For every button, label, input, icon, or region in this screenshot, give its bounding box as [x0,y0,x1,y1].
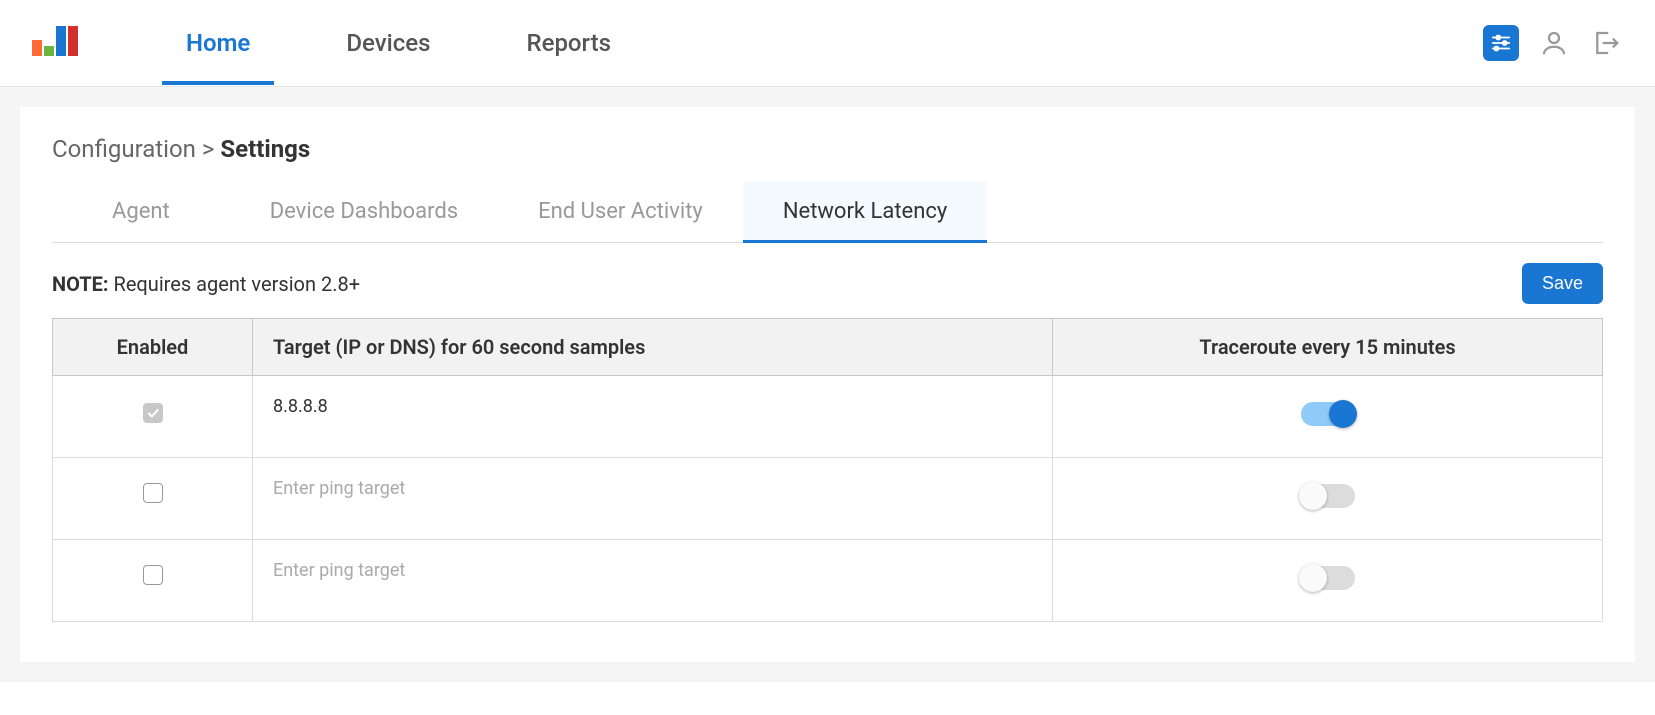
cell-target [253,540,1053,622]
save-button[interactable]: Save [1522,263,1603,304]
tab-device-dashboards[interactable]: Device Dashboards [230,181,498,242]
breadcrumb-current: Settings [220,135,310,163]
note-text: NOTE: Requires agent version 2.8+ [52,272,360,296]
enabled-checkbox[interactable] [143,565,163,585]
traceroute-toggle[interactable] [1301,566,1355,590]
logo-bar [68,26,78,56]
table-row [53,376,1603,458]
traceroute-toggle[interactable] [1301,402,1355,426]
note-body: Requires agent version 2.8+ [114,272,361,296]
nav-right [1483,25,1623,61]
logout-icon[interactable] [1589,26,1623,60]
breadcrumb-sep: > [202,135,215,163]
cell-traceroute [1053,376,1603,458]
enabled-checkbox [143,403,163,423]
target-input[interactable] [273,396,1032,417]
cell-traceroute [1053,458,1603,540]
settings-card: Configuration > Settings AgentDevice Das… [20,107,1635,662]
table-row [53,458,1603,540]
cell-target [253,376,1053,458]
note-row: NOTE: Requires agent version 2.8+ Save [52,263,1603,304]
cell-target [253,458,1053,540]
latency-table: Enabled Target (IP or DNS) for 60 second… [52,318,1603,622]
user-icon[interactable] [1537,26,1571,60]
cell-enabled [53,540,253,622]
logo-bar [56,26,66,56]
th-enabled: Enabled [53,319,253,376]
breadcrumb: Configuration > Settings [52,135,1603,163]
th-target: Target (IP or DNS) for 60 second samples [253,319,1053,376]
nav-link-devices[interactable]: Devices [298,1,478,85]
logo-bar [44,46,54,56]
th-traceroute: Traceroute every 15 minutes [1053,319,1603,376]
logo-bar [32,40,42,56]
tabs: AgentDevice DashboardsEnd User ActivityN… [52,181,1603,243]
nav-link-reports[interactable]: Reports [478,1,658,85]
nav-link-home[interactable]: Home [138,1,298,85]
cell-traceroute [1053,540,1603,622]
logo [32,26,78,60]
enabled-checkbox[interactable] [143,483,163,503]
page-body: Configuration > Settings AgentDevice Das… [0,87,1655,682]
top-nav: HomeDevicesReports [0,0,1655,87]
tab-end-user-activity[interactable]: End User Activity [498,181,743,242]
breadcrumb-parent[interactable]: Configuration [52,135,196,163]
note-prefix: NOTE: [52,272,109,296]
target-input[interactable] [273,478,1032,499]
target-input[interactable] [273,560,1032,581]
table-row [53,540,1603,622]
cell-enabled [53,376,253,458]
nav-links: HomeDevicesReports [138,1,659,85]
cell-enabled [53,458,253,540]
tab-network-latency[interactable]: Network Latency [743,181,987,242]
filters-icon[interactable] [1483,25,1519,61]
tab-agent[interactable]: Agent [52,181,230,242]
traceroute-toggle[interactable] [1301,484,1355,508]
